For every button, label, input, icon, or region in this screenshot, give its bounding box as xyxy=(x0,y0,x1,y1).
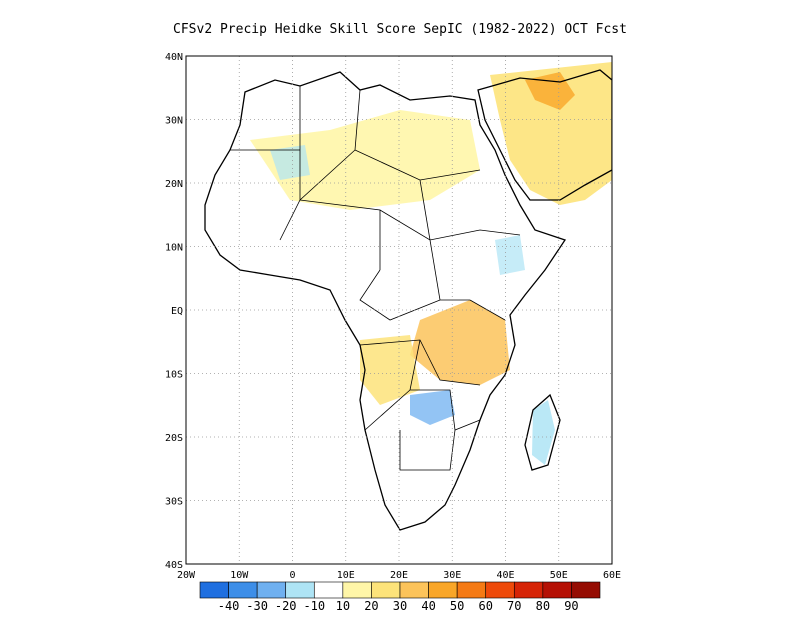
colorbar-swatch xyxy=(199,581,229,599)
colorbar-label: -10 xyxy=(303,599,325,613)
lat-tick-label: EQ xyxy=(171,306,183,317)
lat-tick-label: 30N xyxy=(165,116,183,127)
coastline xyxy=(204,69,612,531)
shade-zambia-neg xyxy=(410,390,455,425)
colorbar-label: -20 xyxy=(275,599,297,613)
shade-angola xyxy=(360,335,420,405)
latitude-labels: 40N 30N 20N 10N EQ 10S 20S 30S 40S xyxy=(165,52,183,571)
colorbar-labels: -40 -30 -20 -10 10 20 30 40 50 60 70 80 90 xyxy=(218,599,579,613)
lon-tick-label: 20W xyxy=(177,570,196,581)
colorbar-swatch xyxy=(571,581,601,599)
colorbar-swatch xyxy=(399,581,429,599)
lon-tick-label: 60E xyxy=(603,570,621,581)
colorbar-label: 50 xyxy=(450,599,464,613)
shade-madagascar-neg xyxy=(532,400,555,465)
colorbar xyxy=(199,581,601,599)
colorbar-label: 80 xyxy=(536,599,550,613)
lat-tick-label: 40S xyxy=(165,560,183,571)
shade-ethiopia-neg xyxy=(495,235,525,275)
lon-tick-label: 40E xyxy=(496,570,514,581)
colorbar-swatch xyxy=(456,581,487,599)
colorbar-swatch xyxy=(513,581,544,599)
colorbar-swatch xyxy=(485,581,515,599)
colorbar-swatch xyxy=(313,581,344,599)
lon-tick-label: 10W xyxy=(230,570,249,581)
colorbar-swatch xyxy=(428,581,458,599)
longitude-labels: 20W 10W 0 10E 20E 30E 40E 50E 60E xyxy=(177,570,621,581)
colorbar-swatch xyxy=(256,581,287,599)
colorbar-label: -40 xyxy=(218,599,240,613)
lat-tick-label: 30S xyxy=(165,497,183,508)
chart-title: CFSv2 Precip Heidke Skill Score SepIC (1… xyxy=(173,22,627,37)
shade-arabia xyxy=(490,62,612,205)
lon-tick-label: 30E xyxy=(443,570,461,581)
graticule xyxy=(186,56,612,564)
colorbar-swatch xyxy=(371,581,401,599)
lon-tick-label: 0 xyxy=(289,570,295,581)
colorbar-label: 10 xyxy=(336,599,350,613)
skill-shading xyxy=(250,62,612,465)
map-frame xyxy=(185,55,613,565)
lat-tick-label: 20N xyxy=(165,179,183,190)
lon-tick-label: 10E xyxy=(337,570,355,581)
colorbar-label: 90 xyxy=(564,599,578,613)
colorbar-label: 20 xyxy=(364,599,378,613)
lat-tick-label: 40N xyxy=(165,52,183,63)
lat-tick-label: 20S xyxy=(165,433,183,444)
shade-north-africa xyxy=(250,110,480,210)
colorbar-swatch xyxy=(228,581,258,599)
lon-tick-label: 50E xyxy=(550,570,568,581)
lon-tick-label: 20E xyxy=(390,570,408,581)
colorbar-label: 60 xyxy=(478,599,492,613)
shade-east-africa xyxy=(410,300,510,385)
lat-tick-label: 10N xyxy=(165,243,183,254)
colorbar-label: 30 xyxy=(393,599,407,613)
colorbar-swatch xyxy=(285,581,315,599)
colorbar-label: -30 xyxy=(246,599,268,613)
colorbar-swatch xyxy=(342,581,372,599)
colorbar-label: 70 xyxy=(507,599,521,613)
colorbar-label: 40 xyxy=(421,599,435,613)
lat-tick-label: 10S xyxy=(165,370,183,381)
colorbar-swatch xyxy=(542,581,572,599)
